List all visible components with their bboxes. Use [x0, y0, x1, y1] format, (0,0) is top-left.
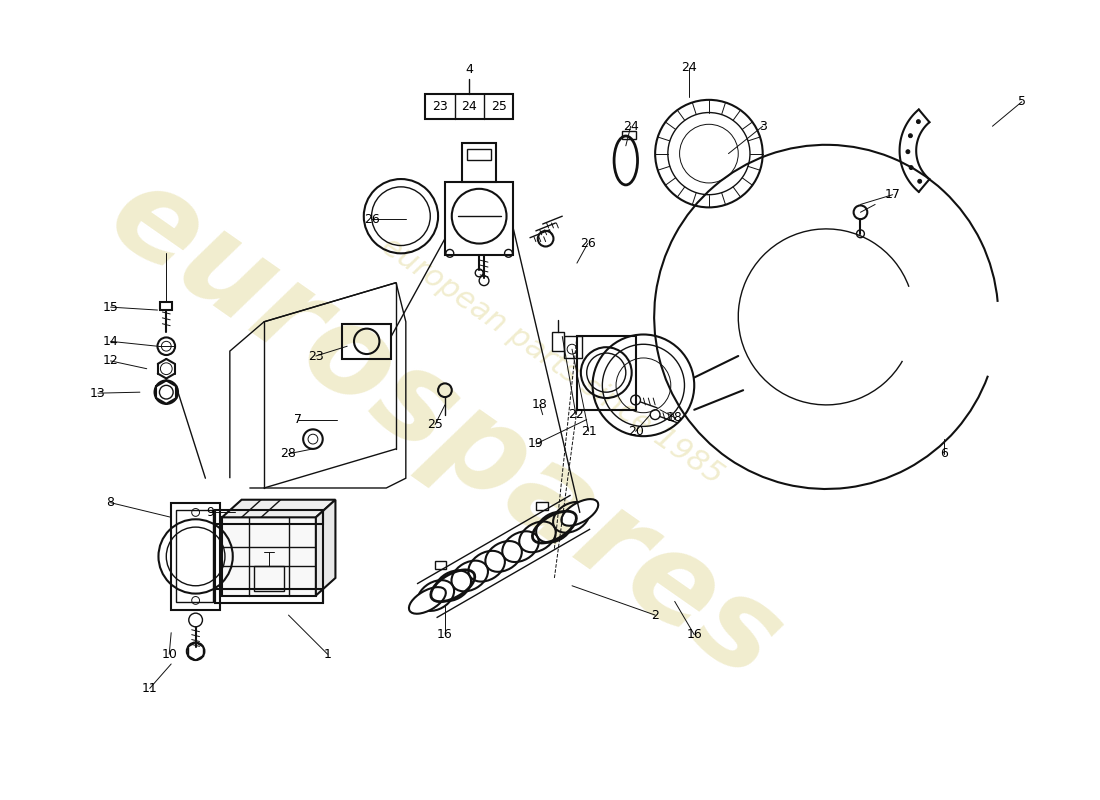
- Text: 10: 10: [162, 648, 177, 661]
- Text: 21: 21: [581, 425, 596, 438]
- Circle shape: [906, 150, 910, 154]
- Bar: [564, 337, 582, 358]
- Text: 23: 23: [308, 350, 323, 362]
- Text: 9: 9: [207, 506, 215, 519]
- Bar: [216, 589, 322, 603]
- Text: 28: 28: [280, 447, 296, 460]
- Text: 8: 8: [107, 496, 114, 509]
- Text: 4: 4: [465, 63, 473, 76]
- Polygon shape: [316, 500, 336, 595]
- Bar: [462, 143, 496, 182]
- Circle shape: [910, 166, 913, 170]
- Circle shape: [916, 120, 921, 123]
- Text: 11: 11: [142, 682, 157, 695]
- Text: 26: 26: [580, 237, 595, 250]
- Text: 18: 18: [667, 411, 683, 424]
- Bar: [537, 502, 548, 510]
- Text: 23: 23: [432, 100, 448, 113]
- Bar: [468, 149, 491, 161]
- Bar: [161, 302, 173, 310]
- Text: 24: 24: [462, 100, 477, 113]
- Text: 20: 20: [628, 425, 643, 438]
- Text: 16: 16: [437, 628, 453, 641]
- Text: 15: 15: [102, 301, 119, 314]
- Circle shape: [909, 134, 912, 138]
- Bar: [426, 94, 514, 119]
- Text: 7: 7: [295, 413, 302, 426]
- Text: 24: 24: [623, 120, 639, 133]
- Bar: [176, 510, 213, 602]
- Bar: [342, 324, 392, 359]
- Bar: [552, 331, 564, 351]
- Circle shape: [917, 179, 922, 183]
- Text: 12: 12: [102, 354, 119, 367]
- Text: 13: 13: [90, 386, 106, 400]
- Text: 24: 24: [682, 61, 697, 74]
- Bar: [576, 337, 636, 410]
- Text: 19: 19: [528, 438, 543, 450]
- Text: 25: 25: [427, 418, 443, 431]
- Bar: [444, 182, 514, 255]
- Text: 6: 6: [939, 447, 947, 460]
- Text: 2: 2: [651, 609, 659, 622]
- Text: 3: 3: [759, 120, 767, 133]
- Text: 1: 1: [323, 648, 331, 661]
- Bar: [621, 131, 636, 139]
- Text: 14: 14: [102, 335, 119, 348]
- Text: eurospares: eurospares: [87, 153, 803, 706]
- Text: 5: 5: [1018, 95, 1026, 108]
- Ellipse shape: [561, 499, 598, 526]
- Text: 17: 17: [884, 188, 901, 201]
- Bar: [222, 518, 316, 595]
- Ellipse shape: [409, 587, 446, 614]
- Bar: [216, 510, 322, 524]
- Bar: [254, 566, 284, 590]
- Text: 22: 22: [568, 408, 584, 421]
- Bar: [172, 502, 220, 610]
- Text: 16: 16: [686, 628, 702, 641]
- Bar: [434, 561, 447, 569]
- Text: 26: 26: [364, 213, 380, 226]
- Text: european parts since 1985: european parts since 1985: [376, 231, 728, 490]
- Text: 25: 25: [491, 100, 507, 113]
- Polygon shape: [222, 500, 336, 518]
- Text: 18: 18: [531, 398, 548, 411]
